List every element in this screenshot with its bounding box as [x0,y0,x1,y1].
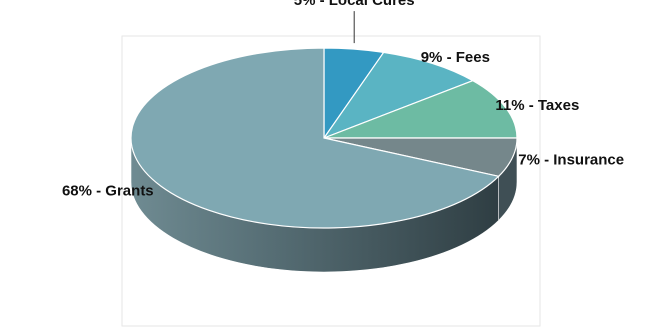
slice-fees [322,51,475,140]
data-label-insurance: 7% - Insurance [518,151,624,168]
plot-area-border [121,35,541,327]
data-label-local-cures: 5% - Local Cures [294,0,415,9]
data-label-taxes: 11% - Taxes [495,97,579,114]
slice-taxes [323,79,518,139]
data-label-fees: 9% - Fees [421,49,490,66]
slice-grants [130,47,500,229]
data-label-grants: 68% - Grants [62,183,154,200]
